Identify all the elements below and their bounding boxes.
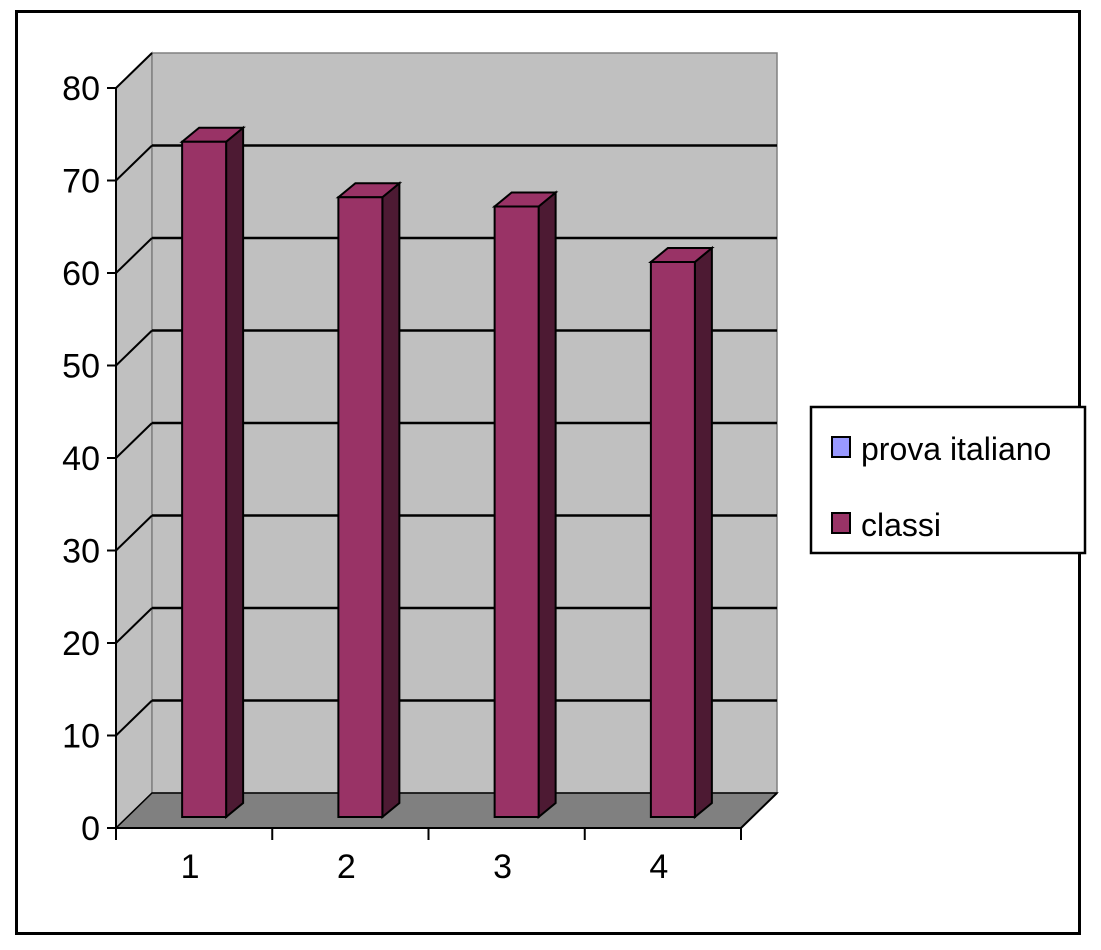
y-tick-label: 80 [62,70,100,108]
gridline-side [115,607,153,644]
gridline-side [115,699,153,737]
legend-label-prova-italiano: prova italiano [861,431,1051,467]
gridline-side [115,514,153,552]
legend-swatch-prova-italiano [831,436,851,458]
bar-classi-1 [179,125,246,820]
y-tick-label: 20 [62,625,100,663]
bar-classi-3 [491,190,559,820]
gridline-side [115,422,153,459]
y-tick-label: 10 [62,718,100,756]
x-tick-label: 3 [493,848,512,886]
x-tick-labels: 1 2 3 4 [181,848,669,886]
gridline-side [115,329,153,367]
x-tick-label: 1 [181,848,200,886]
y-tick-label: 60 [62,255,100,293]
y-tick-label: 70 [62,163,100,201]
legend-box [809,405,1087,555]
y-tick-label: 50 [62,348,100,386]
bars [179,125,715,820]
y-tick-labels: 0 10 20 30 40 50 60 70 80 [62,70,100,848]
legend: prova italiano classi [809,405,1087,555]
y-tick-label: 0 [81,810,100,848]
legend-label-classi: classi [861,507,941,543]
axes [107,87,778,840]
legend-swatch-classi [831,512,851,534]
x-tick-label: 4 [649,848,668,886]
y-tick-label: 30 [62,533,100,571]
bar-classi-2 [335,181,403,820]
gridline-side [115,144,153,182]
y-tick-label: 40 [62,440,100,478]
gridline-side [115,237,153,274]
x-tick-label: 2 [337,848,356,886]
floor-right-edge [740,792,778,829]
bar-classi-4 [648,245,715,820]
gridline-side [115,52,153,89]
